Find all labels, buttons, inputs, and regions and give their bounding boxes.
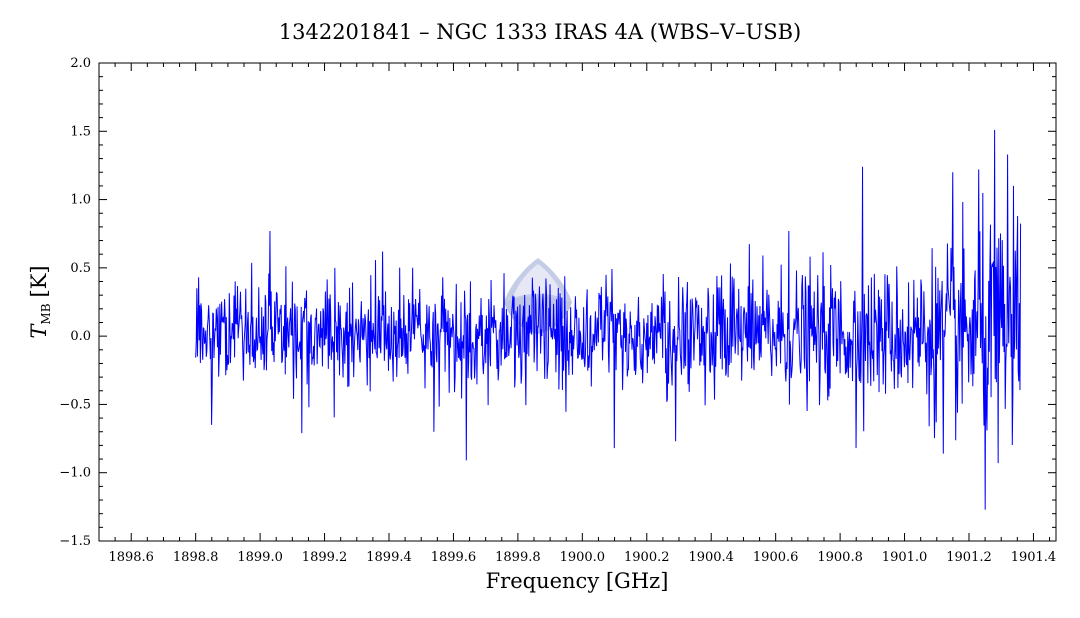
x-tick-label: 1901.0: [882, 550, 928, 565]
spectrum-line: [195, 129, 1022, 510]
x-tick-label: 1900.4: [688, 550, 734, 565]
x-axis-label: Frequency [GHz]: [486, 569, 669, 593]
x-tick-label: 1899.2: [302, 550, 348, 565]
x-tick-label: 1901.2: [946, 550, 992, 565]
x-tick-label: 1900.8: [817, 550, 863, 565]
x-tick-label: 1899.0: [237, 550, 283, 565]
x-tick-label: 1898.6: [108, 550, 154, 565]
x-tick-label: 1900.0: [560, 550, 606, 565]
y-tick-label: −1.0: [59, 466, 91, 481]
y-tick-label: 1.0: [70, 193, 91, 208]
y-tick-label: 0.5: [70, 261, 91, 276]
y-axis-label-subscript: MB: [39, 303, 53, 324]
y-tick-label: −0.5: [59, 397, 91, 412]
y-axis-label-unit: [K]: [27, 265, 51, 297]
y-axis-ticks: −1.5 −1.0 −0.5 0.0 0.5 1.0 1.5 2.0: [59, 56, 1056, 549]
y-tick-label: 2.0: [70, 56, 91, 71]
y-axis-label-symbol: T: [27, 323, 51, 339]
y-axis-label: TMB [K]: [27, 265, 53, 338]
spectrum-series: [195, 129, 1022, 510]
x-tick-label: 1900.6: [753, 550, 799, 565]
x-tick-label: 1901.4: [1011, 550, 1057, 565]
y-tick-label: 1.5: [70, 124, 91, 139]
x-tick-label: 1899.4: [366, 550, 412, 565]
x-tick-label: 1899.8: [495, 550, 541, 565]
y-tick-label: −1.5: [59, 534, 91, 549]
x-axis-ticks: 1898.6 1898.8 1899.0 1899.2 1899.4 1899.6 1899…: [98, 63, 1057, 565]
plot-frame: [98, 62, 1057, 542]
x-tick-label: 1898.8: [173, 550, 219, 565]
x-tick-label: 1900.2: [624, 550, 670, 565]
y-tick-label: 0.0: [70, 329, 91, 344]
x-tick-label: 1899.6: [431, 550, 477, 565]
chart-title: 1342201841 – NGC 1333 IRAS 4A (WBS–V–USB…: [279, 20, 801, 44]
